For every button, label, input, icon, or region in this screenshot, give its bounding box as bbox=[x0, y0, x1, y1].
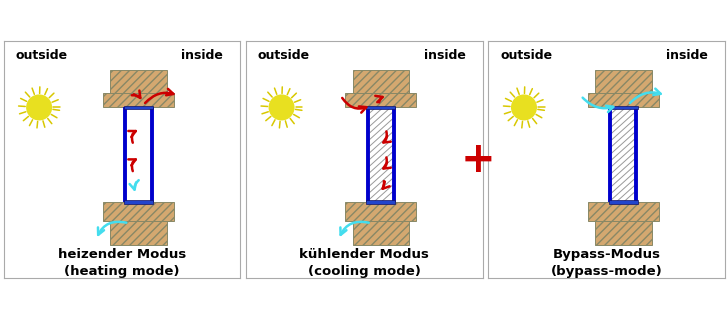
Bar bbox=[124, 200, 153, 204]
Text: kühlender Modus
(cooling mode): kühlender Modus (cooling mode) bbox=[299, 248, 430, 278]
Bar bbox=[366, 106, 395, 109]
Bar bbox=[103, 202, 174, 221]
Bar bbox=[103, 93, 174, 108]
Circle shape bbox=[269, 94, 295, 121]
Text: heizender Modus
(heating mode): heizender Modus (heating mode) bbox=[58, 248, 186, 278]
Bar bbox=[610, 108, 636, 202]
Text: inside: inside bbox=[424, 49, 466, 63]
Bar bbox=[110, 221, 167, 245]
Bar bbox=[609, 106, 638, 109]
Bar bbox=[366, 200, 395, 204]
Text: outside: outside bbox=[15, 49, 68, 63]
Bar bbox=[352, 221, 409, 245]
Text: inside: inside bbox=[666, 49, 708, 63]
Bar bbox=[352, 70, 409, 93]
Text: Bypass-Modus
(bypass-mode): Bypass-Modus (bypass-mode) bbox=[551, 248, 662, 278]
Bar bbox=[595, 70, 652, 93]
Circle shape bbox=[26, 94, 52, 121]
Circle shape bbox=[511, 94, 537, 121]
Bar bbox=[346, 202, 416, 221]
Bar bbox=[609, 200, 638, 204]
Bar bbox=[124, 106, 153, 109]
Text: +: + bbox=[461, 138, 496, 181]
Bar bbox=[368, 108, 394, 202]
Bar bbox=[588, 93, 659, 108]
Bar bbox=[346, 93, 416, 108]
Text: inside: inside bbox=[181, 49, 223, 63]
Bar bbox=[588, 202, 659, 221]
Text: outside: outside bbox=[500, 49, 553, 63]
Bar bbox=[595, 221, 652, 245]
Bar bbox=[110, 70, 167, 93]
Bar bbox=[125, 108, 151, 202]
Text: outside: outside bbox=[258, 49, 310, 63]
